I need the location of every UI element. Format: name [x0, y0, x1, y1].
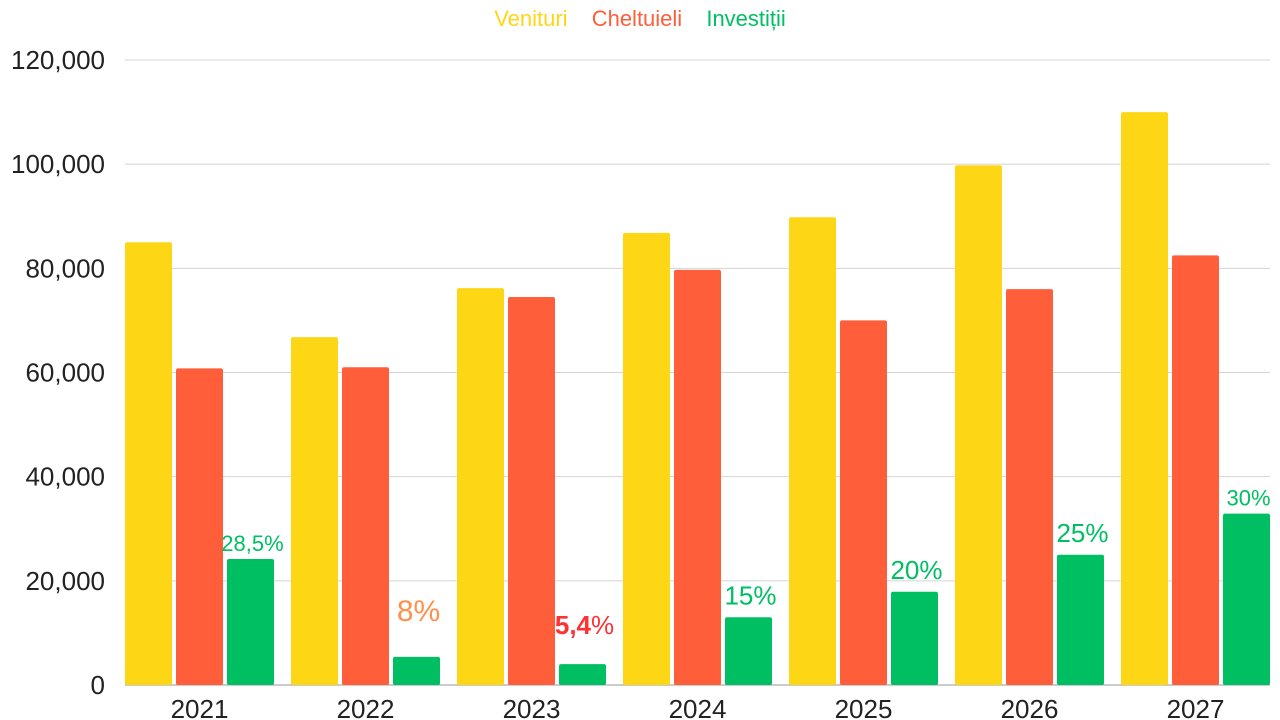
y-tick-label: 120,000	[11, 45, 105, 75]
x-tick-label: 2025	[835, 694, 893, 720]
data-label-2026: 25%	[1056, 518, 1108, 548]
data-labels: 28,5% 8% 5,4% 15% 20% 25% 30%	[221, 486, 1270, 641]
data-label-2021: 28,5%	[221, 531, 283, 556]
data-label-2024: 15%	[724, 580, 776, 610]
bar-2026-investitii	[1057, 554, 1104, 685]
data-label-2023: 5,4%	[555, 610, 614, 640]
y-tick-label: 100,000	[11, 149, 105, 179]
bar-2027-investitii	[1223, 513, 1270, 685]
x-tick-label: 2021	[171, 694, 229, 720]
data-label-2027: 30%	[1226, 486, 1270, 511]
x-tick-label: 2026	[1001, 694, 1059, 720]
y-tick-label: 0	[91, 670, 105, 700]
bar-2022-cheltuieli	[342, 367, 389, 685]
legend-item-venituri: Venituri	[494, 6, 568, 31]
bar-2024-investitii	[725, 617, 772, 685]
x-tick-label: 2024	[669, 694, 727, 720]
bar-2024-venituri	[623, 232, 670, 685]
bar-2026-cheltuieli	[1006, 289, 1053, 685]
bar-2025-investitii	[891, 591, 938, 685]
y-tick-label: 80,000	[25, 253, 105, 283]
legend-item-cheltuieli: Cheltuieli	[591, 6, 683, 31]
y-tick-label: 20,000	[25, 566, 105, 596]
data-label-2022: 8%	[397, 595, 440, 628]
bar-2027-cheltuieli	[1172, 255, 1219, 685]
bar-2022-venituri	[291, 337, 338, 685]
legend-item-investitii: Investiții	[706, 6, 786, 31]
data-label-2025: 20%	[890, 555, 942, 585]
bar-2025-cheltuieli	[840, 320, 887, 685]
y-tick-label: 60,000	[25, 358, 105, 388]
y-axis-ticks: 0 20,000 40,000 60,000 80,000 100,000 120,000	[11, 45, 105, 700]
bar-2023-cheltuieli	[508, 296, 555, 685]
bar-2024-cheltuieli	[674, 269, 721, 685]
chart-legend: Venituri Cheltuieli Investiții	[0, 6, 1280, 32]
bar-2025-venituri	[789, 217, 836, 685]
bar-2023-investitii	[559, 664, 606, 685]
bar-2021-venituri	[125, 242, 172, 685]
bar-2026-venituri	[955, 165, 1002, 686]
bar-2022-investitii	[393, 656, 440, 685]
x-tick-label: 2022	[337, 694, 395, 720]
y-tick-label: 40,000	[25, 462, 105, 492]
bar-2021-investitii	[227, 558, 274, 685]
x-tick-label: 2027	[1167, 694, 1225, 720]
bar-2027-venituri	[1121, 112, 1168, 686]
bar-2023-venituri	[457, 288, 504, 685]
x-axis-ticks: 2021 2022 2023 2024 2025 2026 2027	[171, 694, 1225, 720]
bar-2021-cheltuieli	[176, 368, 223, 685]
bars	[125, 112, 1270, 686]
x-tick-label: 2023	[503, 694, 561, 720]
